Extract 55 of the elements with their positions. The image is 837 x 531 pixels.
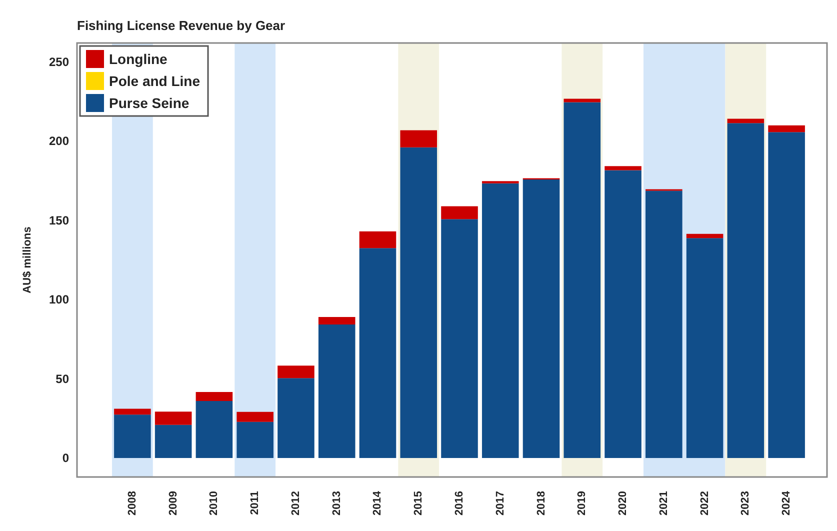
bar [318,324,356,458]
x-tick-label: 2014 [372,490,384,516]
y-tick-label: 50 [56,372,70,386]
y-tick-label: 250 [48,55,70,70]
bar [441,206,478,220]
bar [196,400,233,458]
x-tick-label: 2019 [576,491,588,516]
x-tick-label: 2016 [454,491,466,516]
x-tick-label: 2013 [330,491,343,516]
y-tick-label: 100 [48,292,70,307]
bar [154,424,192,458]
legend-label: Longline [109,51,168,67]
x-tick-label: 2020 [617,491,630,516]
bar [727,118,764,124]
y-tick-label: 150 [48,213,70,228]
x-tick-label: 2010 [208,491,220,516]
bar [686,238,724,458]
bar [522,180,560,458]
x-tick-label: 2008 [126,491,138,516]
bar [114,408,151,415]
bar [646,190,682,458]
bar [604,170,642,458]
bar [196,392,233,401]
bar [278,366,314,378]
x-tick-label: 2017 [494,491,506,516]
bar [768,125,805,132]
bar [114,414,151,458]
x-tick-label: 2021 [658,491,670,516]
legend-label: Purse Seine [109,95,190,111]
x-tick-label: 2022 [698,491,711,516]
y-axis-title: AU$ millions [22,226,34,294]
bar [482,183,519,458]
x-tick-label: 2012 [290,491,302,516]
x-tick-label: 2009 [167,491,180,516]
legend-label: Pole and Line [109,73,200,89]
x-tick-label: 2011 [249,491,262,515]
x-tick-label: 2015 [412,491,425,516]
y-tick-label: 200 [48,134,70,148]
bar [236,412,274,422]
y-tick-label: 0 [62,450,70,465]
bar [604,166,642,170]
bar [359,248,396,458]
bar [686,234,724,238]
bar [400,130,438,148]
x-tick-label: 2018 [535,491,548,516]
bar [441,219,478,458]
x-tick-label: 2023 [740,491,752,516]
bar [278,378,314,458]
bar [318,317,356,324]
chart-title: Fishing License Revenue by Gear [77,18,286,33]
bar [236,422,274,458]
x-tick-label: 2024 [780,490,793,516]
bar [359,231,396,248]
bar [154,412,192,425]
bar [768,132,805,458]
